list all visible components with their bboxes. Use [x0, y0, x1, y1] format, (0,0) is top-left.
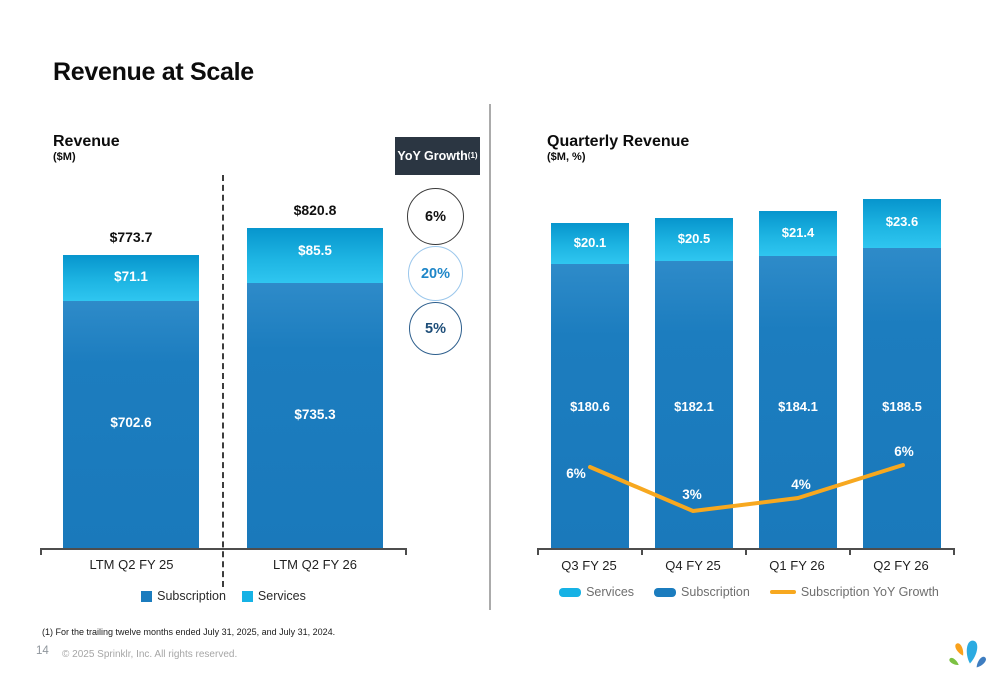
sprinklr-logo-icon: [949, 640, 986, 668]
q4fy25-services-label: $20.5: [677, 231, 711, 246]
yoy-growth-label: YoY Growth: [397, 149, 468, 163]
left-chart-title: Revenue: [53, 133, 120, 150]
q1fy26-growth-label: 4%: [791, 477, 811, 492]
left-bar1-total-label: $773.7: [109, 229, 153, 245]
q2fy26-subscription-label: $188.5: [882, 399, 922, 414]
legend-label: Services: [586, 585, 635, 599]
subscription-swatch-icon: [141, 590, 153, 602]
yoy-growth-badge: YoY Growth (1): [395, 137, 480, 175]
left-bar2-subscription-label: $735.3: [294, 407, 336, 422]
legend-item-growth-line: Subscription YoY Growth: [769, 585, 939, 599]
right-axis-tick: [745, 548, 747, 555]
legend-label: Services: [257, 589, 306, 603]
legend-item-subscription: Subscription: [654, 585, 750, 599]
yoy-circle-services: 20%: [408, 246, 463, 301]
yoy-circle-subscription: 5%: [409, 302, 462, 355]
left-axis-tick: [40, 548, 42, 555]
right-chart-title: Quarterly Revenue: [547, 133, 690, 150]
subscription-swatch-icon: [654, 587, 677, 597]
left-axis-label-2: LTM Q2 FY 26: [272, 557, 358, 572]
q4fy25-services-segment: [655, 218, 733, 261]
page-number: 14: [36, 645, 49, 657]
right-axis-label-2: Q4 FY 25: [665, 558, 721, 573]
vertical-divider: [489, 104, 491, 610]
q3fy25-services-label: $20.1: [573, 235, 607, 250]
left-chart-unit: ($M): [53, 151, 76, 164]
growth-line-swatch-icon: [769, 590, 796, 594]
right-axis-tick: [641, 548, 643, 555]
left-chart-header: Revenue ($M): [53, 133, 120, 164]
legend-label: Subscription: [681, 585, 750, 599]
left-axis-label-1: LTM Q2 FY 25: [89, 557, 174, 572]
left-bar2-services-segment: [247, 228, 383, 283]
right-axis-label-4: Q2 FY 26: [873, 558, 929, 573]
right-chart-header: Quarterly Revenue ($M, %): [547, 133, 689, 164]
right-axis-tick: [849, 548, 851, 555]
legend-item-subscription: Subscription: [141, 589, 226, 603]
left-bar2-services-label: $85.5: [298, 243, 332, 258]
q2fy26-growth-label: 6%: [894, 444, 914, 459]
q1fy26-services-segment: [759, 211, 837, 256]
q3fy25-subscription-label: $180.6: [570, 399, 610, 414]
left-bar1-services-segment: [63, 255, 199, 301]
legend-label: Subscription YoY Growth: [800, 585, 939, 599]
right-chart-legend: Services Subscription Subscription YoY G…: [540, 585, 958, 599]
q4fy25-growth-label: 3%: [682, 487, 702, 502]
q3fy25-growth-label: 6%: [566, 466, 586, 481]
left-bar1-subscription-label: $702.6: [110, 415, 152, 430]
left-bar1-subscription-segment: [63, 301, 199, 548]
left-bar1-services-label: $71.1: [114, 269, 148, 284]
q1fy26-subscription-label: $184.1: [778, 399, 818, 414]
legend-label: Subscription: [157, 589, 226, 603]
slide-title: Revenue at Scale: [53, 58, 254, 86]
left-bar2-total-label: $820.8: [293, 202, 337, 218]
right-chart-unit: ($M, %): [547, 151, 586, 164]
dashed-separator-line: [222, 175, 224, 587]
footnote: (1) For the trailing twelve months ended…: [42, 627, 336, 637]
q2fy26-services-label: $23.6: [885, 214, 919, 229]
right-axis-label-1: Q3 FY 25: [561, 558, 617, 573]
services-swatch-icon: [559, 587, 582, 597]
left-axis-tick: [405, 548, 407, 555]
q1fy26-services-label: $21.4: [781, 225, 815, 240]
right-axis-tick: [537, 548, 539, 555]
left-x-axis: [40, 548, 407, 550]
q2fy26-services-segment: [863, 199, 941, 248]
left-chart-legend: Subscription Services: [40, 589, 407, 603]
q2fy26-subscription-segment: [863, 248, 941, 548]
left-bar2-subscription-segment: [247, 283, 383, 548]
copyright-text: © 2025 Sprinklr, Inc. All rights reserve…: [62, 649, 238, 660]
right-axis-label-3: Q1 FY 26: [769, 558, 825, 573]
legend-item-services: Services: [559, 585, 634, 599]
yoy-circle-total: 6%: [407, 188, 464, 245]
legend-item-services: Services: [241, 589, 306, 603]
services-swatch-icon: [241, 590, 253, 602]
q3fy25-services-segment: [551, 223, 629, 264]
q4fy25-subscription-label: $182.1: [674, 399, 714, 414]
right-axis-tick: [953, 548, 955, 555]
